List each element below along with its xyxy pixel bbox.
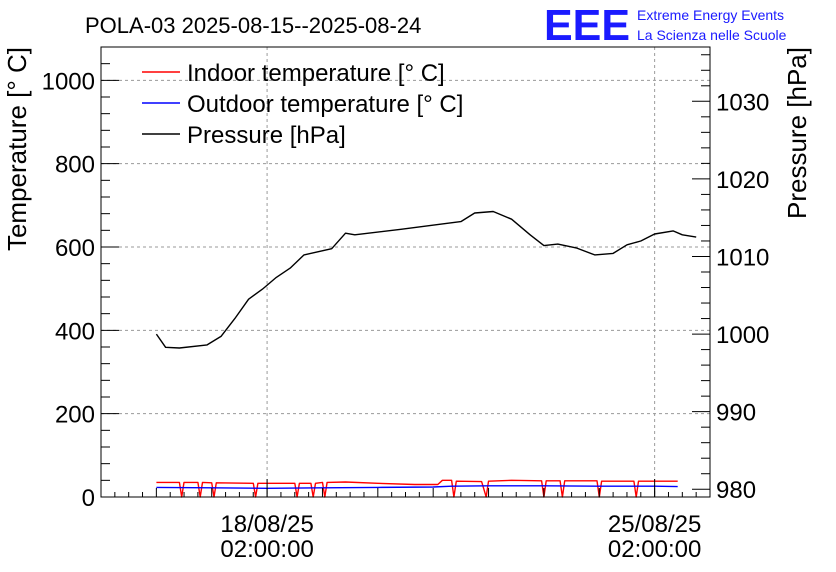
y-tick-label: 400 bbox=[55, 318, 95, 345]
legend-entry-2: Pressure [hPa] bbox=[187, 122, 346, 149]
y-tick-label: 600 bbox=[55, 235, 95, 262]
y2-axis-label: Pressure [hPa] bbox=[782, 47, 812, 219]
x-tick-label-time: 02:00:00 bbox=[608, 536, 701, 563]
logo-line1: Extreme Energy Events bbox=[637, 7, 784, 23]
y-axis-label: Temperature [° C] bbox=[2, 47, 32, 251]
y-tick-label: 800 bbox=[55, 152, 95, 179]
y2-tick-label: 1030 bbox=[716, 89, 769, 116]
y2-tick-label: 1020 bbox=[716, 167, 769, 194]
grid-lines bbox=[101, 47, 710, 497]
legend-entry-1: Outdoor temperature [° C] bbox=[187, 91, 463, 118]
y2-tick-label: 1000 bbox=[716, 322, 769, 349]
y2-tick-label: 1010 bbox=[716, 244, 769, 271]
y-tick-label: 1000 bbox=[42, 68, 95, 95]
chart-title: POLA-03 2025-08-15--2025-08-24 bbox=[85, 13, 421, 38]
legend: Indoor temperature [° C] Outdoor temperat… bbox=[142, 60, 463, 149]
series-line-2 bbox=[155, 210, 697, 349]
series-line-0 bbox=[156, 479, 678, 498]
x-tick-label-time: 02:00:00 bbox=[220, 536, 313, 563]
y-tick-label: 0 bbox=[82, 485, 95, 512]
series-layer bbox=[155, 210, 697, 498]
legend-entry-0: Indoor temperature [° C] bbox=[187, 60, 445, 87]
right-axis: 980 990 1000 1010 1020 1030 bbox=[692, 54, 769, 504]
y2-tick-label: 980 bbox=[716, 477, 756, 504]
y-tick-label: 200 bbox=[55, 402, 95, 429]
left-axis: 0 200 400 600 800 1000 bbox=[42, 46, 119, 512]
series-line-1 bbox=[156, 485, 678, 489]
y2-tick-label: 990 bbox=[716, 400, 756, 427]
logo-line2: La Scienza nelle Scuole bbox=[637, 27, 787, 43]
x-tick-label-date: 25/08/25 bbox=[608, 511, 701, 538]
eee-logo: EEE Extreme Energy Events La Scienza nel… bbox=[544, 1, 787, 50]
x-tick-label-date: 18/08/25 bbox=[220, 511, 313, 538]
logo-mark: EEE bbox=[544, 1, 630, 50]
